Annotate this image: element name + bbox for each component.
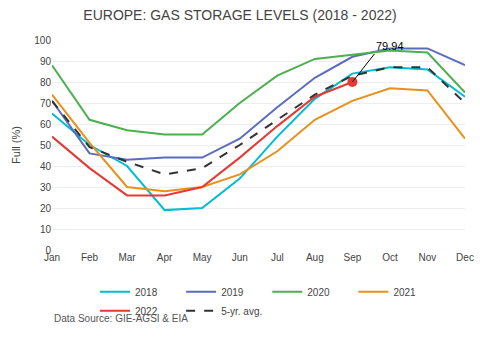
svg-text:0: 0 (45, 245, 51, 256)
svg-text:40: 40 (40, 161, 52, 172)
svg-text:Jan: Jan (44, 252, 60, 263)
svg-text:Jul: Jul (271, 252, 284, 263)
svg-text:60: 60 (40, 119, 52, 130)
svg-text:Oct: Oct (382, 252, 398, 263)
svg-text:2019: 2019 (221, 287, 244, 298)
svg-text:Nov: Nov (419, 252, 437, 263)
svg-text:Jun: Jun (232, 252, 248, 263)
svg-text:Aug: Aug (306, 252, 324, 263)
svg-text:Mar: Mar (118, 252, 136, 263)
svg-text:50: 50 (40, 140, 52, 151)
svg-text:Feb: Feb (81, 252, 99, 263)
svg-text:Apr: Apr (157, 252, 173, 263)
svg-text:EUROPE: GAS STORAGE LEVELS (20: EUROPE: GAS STORAGE LEVELS (2018 - 2022) (83, 7, 396, 23)
svg-text:2021: 2021 (393, 287, 416, 298)
svg-text:20: 20 (40, 203, 52, 214)
svg-text:Full (%): Full (%) (10, 126, 22, 164)
svg-text:90: 90 (40, 56, 52, 67)
svg-text:100: 100 (34, 35, 51, 46)
svg-text:30: 30 (40, 182, 52, 193)
svg-text:2022: 2022 (135, 306, 158, 317)
svg-text:Sep: Sep (343, 252, 361, 263)
svg-text:Data Source: GIE-AGSI & EIA: Data Source: GIE-AGSI & EIA (54, 313, 188, 324)
svg-text:79.94: 79.94 (376, 40, 404, 52)
svg-text:80: 80 (40, 77, 52, 88)
svg-text:May: May (193, 252, 212, 263)
svg-text:10: 10 (40, 224, 52, 235)
svg-text:Dec: Dec (456, 252, 474, 263)
svg-text:70: 70 (40, 98, 52, 109)
svg-text:2018: 2018 (135, 287, 158, 298)
svg-text:2020: 2020 (307, 287, 330, 298)
svg-text:5-yr. avg.: 5-yr. avg. (221, 306, 262, 317)
